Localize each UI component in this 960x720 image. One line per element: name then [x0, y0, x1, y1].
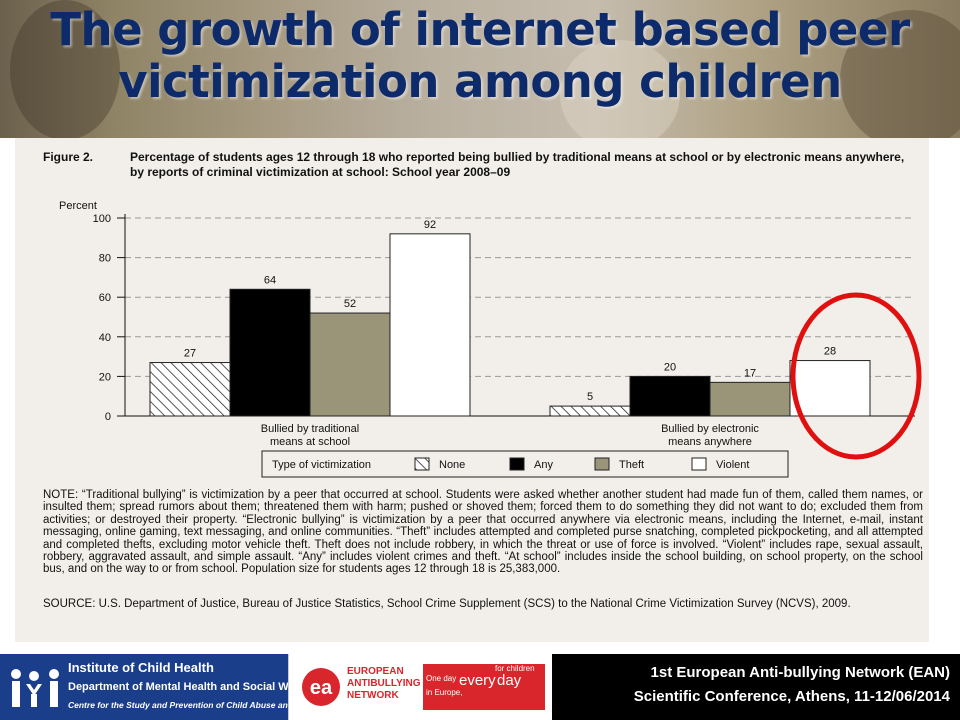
- ean-slogan-e: in Europe,: [426, 688, 463, 697]
- x-axis-labels: Bullied by traditional means at school Bul…: [261, 423, 760, 448]
- slide-title-line2: victimization among children: [118, 55, 842, 108]
- bar-violent-0: [389, 233, 471, 417]
- bar-any-1: [629, 375, 711, 417]
- y-tick-label: 20: [99, 371, 111, 383]
- bar-value-label: 64: [264, 274, 276, 286]
- figure-note: NOTE: “Traditional bullying” is victimiz…: [43, 489, 923, 576]
- ich-logo: Institute of Child Health Department of …: [0, 654, 326, 720]
- banner-photo-shape: [560, 40, 680, 138]
- ich-line1: Institute of Child Health: [68, 660, 214, 675]
- banner-photo-shape: [840, 10, 960, 138]
- bars: 27 5 64 20 52 17 92 28: [149, 219, 871, 417]
- bar-value-label: 27: [184, 348, 196, 360]
- ean-logo: ea EUROPEAN ANTIBULLYING NETWORK One day…: [288, 654, 553, 720]
- ean-line2: ANTIBULLYING: [347, 678, 421, 689]
- legend-swatch-any: [509, 457, 525, 471]
- legend-label-none: None: [439, 459, 465, 471]
- ean-slogan-b: every: [459, 672, 496, 689]
- ean-line1: EUROPEAN: [347, 666, 404, 677]
- ean-mark-icon: ea: [302, 668, 340, 706]
- conference-banner: 1st European Anti-bullying Network (EAN)…: [552, 654, 960, 720]
- ich-emblem-icon: [0, 654, 70, 720]
- conference-line2: Scientific Conference, Athens, 11-12/06/…: [633, 688, 950, 705]
- bar-any-0: [229, 288, 311, 417]
- ean-line3: NETWORK: [347, 690, 399, 701]
- x-category-label: Bullied by electronic means anywhere: [661, 423, 759, 448]
- figure-caption: Percentage of students ages 12 through 1…: [130, 150, 905, 179]
- footer: Institute of Child Health Department of …: [0, 654, 960, 720]
- bar-value-label: 20: [664, 361, 676, 373]
- bar-value-label: 92: [424, 219, 436, 231]
- y-axis-label: Percent: [59, 200, 97, 212]
- slide-title: The growth of internet based peer victim…: [0, 4, 960, 108]
- y-tick-label: 100: [93, 213, 111, 225]
- legend-label-violent: Violent: [716, 459, 749, 471]
- conference-line1: 1st European Anti-bullying Network (EAN): [650, 664, 950, 681]
- bar-theft-1: [709, 381, 791, 417]
- svg-text:ea: ea: [310, 677, 333, 699]
- x-category-label: Bullied by traditional means at school: [261, 423, 359, 448]
- legend-label-theft: Theft: [619, 459, 644, 471]
- figure-panel: Figure 2. Percentage of students ages 12…: [15, 138, 929, 642]
- y-tick-label: 0: [105, 411, 111, 423]
- legend-title: Type of victimization: [272, 459, 371, 471]
- y-tick-label: 40: [99, 332, 111, 344]
- figure-source: SOURCE: U.S. Department of Justice, Bure…: [43, 598, 851, 610]
- legend-swatch-none: [414, 457, 430, 471]
- y-tick-label: 60: [99, 292, 111, 304]
- figure-label: Figure 2.: [43, 150, 94, 164]
- ean-slogan-a: One day: [426, 674, 457, 683]
- legend: Type of victimization None Any Theft Violent: [261, 450, 789, 478]
- bar-none-0: [149, 362, 231, 417]
- bar-value-label: 52: [344, 298, 356, 310]
- banner-photo-shape: [10, 0, 120, 138]
- ean-slogan-box: One day every day for children in Europe…: [423, 664, 545, 710]
- legend-label-any: Any: [534, 459, 553, 471]
- ich-line2: Department of Mental Health and Social W…: [68, 681, 318, 693]
- bar-value-label: 5: [587, 391, 593, 403]
- bar-value-label: 17: [744, 367, 756, 379]
- ean-slogan-c: day: [497, 672, 522, 689]
- highlight-circle: [790, 292, 922, 460]
- header-banner: The growth of internet based peer victim…: [0, 0, 960, 138]
- slide-title-line1: The growth of internet based peer: [50, 3, 910, 56]
- bar-none-1: [549, 405, 631, 417]
- bar-theft-0: [309, 312, 391, 417]
- ean-slogan-d: for children: [495, 664, 535, 673]
- legend-swatch-theft: [594, 457, 610, 471]
- bar-value-label: 28: [824, 346, 836, 358]
- legend-swatch-violent: [691, 457, 707, 471]
- bar-chart: Percent 0 20 40 60 80 100 27 5 64 20 52 17 92 28 Bul…: [59, 200, 922, 478]
- ich-line3: Centre for the Study and Prevention of C…: [68, 700, 327, 710]
- bar-violent-1: [789, 360, 871, 417]
- y-tick-label: 80: [99, 253, 111, 265]
